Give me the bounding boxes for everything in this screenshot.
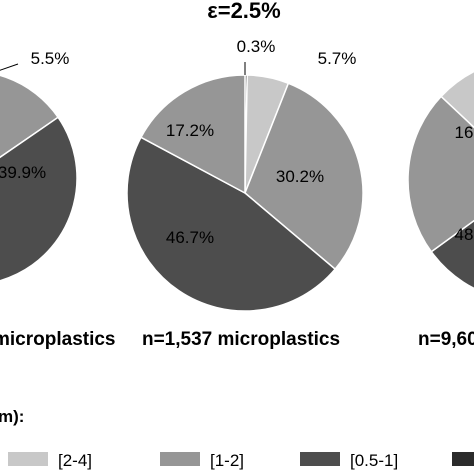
- pie-1-label-2: 39.9%: [0, 163, 46, 182]
- legend-label-1: [2-4]: [58, 451, 92, 470]
- pie-2: 0.3% 5.7% 30.2% 46.7% 17.2%: [126, 37, 364, 312]
- pie-2-label-2: 5.7%: [318, 49, 357, 68]
- pie-3-slice-3: [430, 219, 474, 290]
- legend-label-3: [0.5-1]: [350, 451, 398, 470]
- legend-swatch-2: [160, 452, 200, 466]
- pie-1-leader-line: [0, 63, 19, 71]
- pie-3-slice-1: [440, 70, 474, 129]
- pie-2-label-5: 17.2%: [166, 121, 214, 140]
- pie-1-slice-2: [0, 74, 60, 159]
- pie-3-slice-4: [407, 95, 474, 253]
- pie-2-label-3: 30.2%: [276, 167, 324, 186]
- legend-label-2: [1-2]: [210, 451, 244, 470]
- pie-3-label-2: 16: [455, 123, 474, 142]
- legend-swatch-1: [8, 452, 48, 466]
- pie-3-caption: n=9,60: [418, 329, 474, 350]
- pie-1-caption: microplastics: [0, 329, 116, 350]
- pie-captions: microplastics n=1,537 microplastics n=9,60: [0, 329, 474, 350]
- pie-2-slice-3: [244, 82, 364, 271]
- pie-2-caption: n=1,537 microplastics: [142, 329, 340, 350]
- pie-2-label-4: 46.7%: [166, 228, 214, 247]
- legend-swatch-4: [452, 452, 474, 466]
- legend-swatch-3: [300, 452, 340, 466]
- pie-1: 5.5% 39.9%: [0, 49, 78, 282]
- pie-2-slice-4: [126, 136, 337, 312]
- pie-1-label-1: 5.5%: [31, 49, 70, 68]
- pie-1-slice-3: [0, 116, 78, 282]
- legend-title: m):: [0, 407, 24, 426]
- pie-2-slice-5: [139, 74, 246, 195]
- pie-3-label-3: 48: [455, 225, 474, 244]
- legend: [2-4][1-2][0.5-1][0.25-0.5]: [8, 451, 474, 470]
- pie-2-label-1: 0.3%: [237, 37, 276, 56]
- chart-title: ε=2.5%: [207, 0, 280, 23]
